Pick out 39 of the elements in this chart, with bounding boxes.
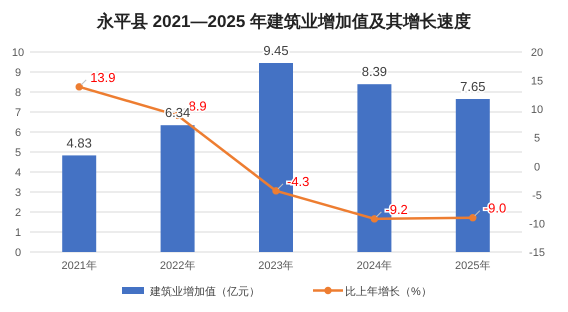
- y2-tick-label: 20: [530, 47, 544, 59]
- y2-tick-label: -5: [532, 190, 542, 202]
- bar: [160, 125, 195, 252]
- y-tick-label: 3: [14, 187, 22, 199]
- data-label: 8.39: [362, 64, 388, 80]
- point: [272, 187, 280, 195]
- point: [76, 83, 83, 91]
- y-tick-label: 5: [14, 147, 22, 159]
- point: [370, 215, 378, 223]
- y2-tick-label: 10: [530, 104, 544, 116]
- data-label: 9.45: [263, 43, 289, 58]
- data-label: 13.9: [90, 70, 116, 85]
- y-tick-label: 6: [14, 127, 22, 139]
- x-tick-label: 2024年: [356, 260, 392, 272]
- x-tick-label: 2021年: [61, 260, 97, 272]
- y-tick-label: 9: [14, 67, 22, 79]
- y2-tick-label: 5: [534, 132, 540, 145]
- y2-tick-label: -10: [529, 218, 545, 230]
- bar: [62, 155, 96, 252]
- y2-tick-label: -15: [529, 247, 545, 259]
- y-tick-label: 0: [14, 247, 22, 259]
- y-tick-label: 4: [14, 167, 22, 179]
- y-tick-label: 7: [14, 107, 22, 119]
- legend-label: 建筑业增加值（亿元）: [149, 285, 260, 298]
- y-tick-label: 1: [14, 227, 22, 239]
- data-label: 4.83: [66, 135, 92, 150]
- x-tick-label: 2023年: [258, 260, 294, 272]
- y-tick-label: 8: [14, 87, 22, 99]
- y2-tick-label: 15: [530, 76, 544, 88]
- chart-title: 永平县 2021—2025 年建筑业增加值及其增长速度: [96, 12, 472, 31]
- legend-label: 比上年增长（%）: [345, 285, 432, 298]
- point: [469, 214, 476, 222]
- x-tick-label: 2025年: [455, 260, 491, 272]
- y2-tick-label: 0: [534, 161, 540, 174]
- data-label: 7.65: [460, 79, 486, 94]
- y-tick-label: 2: [14, 207, 22, 219]
- x-tick-label: 2022年: [160, 260, 196, 272]
- data-label: 8.9: [188, 98, 207, 114]
- y-tick-label: 10: [12, 47, 24, 59]
